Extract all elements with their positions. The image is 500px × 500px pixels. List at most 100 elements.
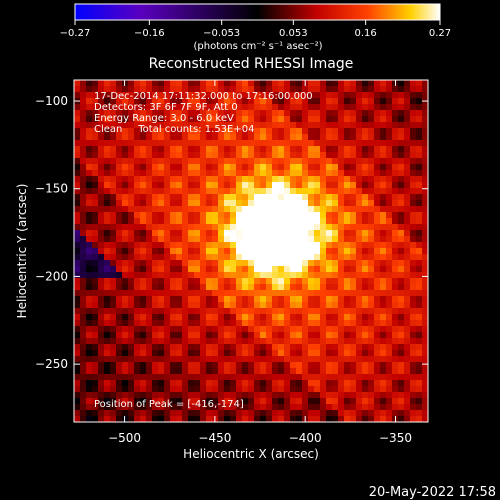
heatmap-cell (146, 410, 153, 417)
heatmap-cell (104, 416, 111, 422)
heatmap-cell (344, 146, 351, 153)
heatmap-cell (296, 290, 303, 297)
heatmap-cell (290, 362, 297, 369)
heatmap-cell (254, 80, 261, 87)
heatmap-cell (170, 128, 177, 135)
heatmap-cell (170, 194, 177, 201)
heatmap-cell (158, 182, 165, 189)
heatmap-cell (104, 194, 111, 201)
heatmap-cell (332, 374, 339, 381)
heatmap-cell (356, 338, 363, 345)
heatmap-cell (134, 386, 141, 393)
heatmap-cell (230, 116, 237, 123)
heatmap-cell (80, 374, 87, 381)
heatmap-cell (278, 254, 285, 261)
heatmap-cell (176, 314, 183, 321)
heatmap-cell (320, 98, 327, 105)
heatmap-cell (92, 206, 99, 213)
heatmap-cell (422, 110, 428, 117)
heatmap-cell (314, 266, 321, 273)
heatmap-cell (212, 170, 219, 177)
heatmap-cell (248, 296, 255, 303)
heatmap-cell (164, 152, 171, 159)
heatmap-cell (266, 242, 273, 249)
heatmap-cell (188, 92, 195, 99)
heatmap-cell (164, 326, 171, 333)
heatmap-cell (200, 212, 207, 219)
heatmap-cell (230, 314, 237, 321)
heatmap-cell (368, 386, 375, 393)
heatmap-cell (122, 134, 129, 141)
heatmap-cell (170, 254, 177, 261)
heatmap-cell (326, 164, 333, 171)
heatmap-cell (290, 206, 297, 213)
heatmap-cell (356, 194, 363, 201)
heatmap-cell (332, 386, 339, 393)
heatmap-cell (224, 206, 231, 213)
heatmap-cell (116, 302, 123, 309)
heatmap-cell (212, 266, 219, 273)
heatmap-cell (320, 374, 327, 381)
heatmap-cell (416, 146, 423, 153)
heatmap-cell (398, 128, 405, 135)
heatmap-cell (398, 242, 405, 249)
heatmap-cell (200, 284, 207, 291)
heatmap-cell (158, 350, 165, 357)
heatmap-cell (242, 386, 249, 393)
heatmap-cell (230, 188, 237, 195)
heatmap-cell (146, 326, 153, 333)
heatmap-cell (398, 104, 405, 111)
x-tick-label: −350 (379, 431, 412, 445)
heatmap-cell (194, 254, 201, 261)
heatmap-cell (86, 86, 93, 93)
heatmap-cell (278, 266, 285, 273)
heatmap-cell (170, 170, 177, 177)
heatmap-cell (182, 92, 189, 99)
heatmap-cell (248, 134, 255, 141)
heatmap-cell (218, 176, 225, 183)
heatmap-cell (236, 290, 243, 297)
heatmap-cell (164, 332, 171, 339)
heatmap-cell (332, 236, 339, 243)
heatmap-cell (368, 236, 375, 243)
heatmap-cell (110, 290, 117, 297)
heatmap-cell (224, 410, 231, 417)
heatmap-cell (176, 326, 183, 333)
heatmap-cell (206, 212, 213, 219)
heatmap-cell (290, 374, 297, 381)
heatmap-cell (410, 302, 417, 309)
heatmap-cell (92, 284, 99, 291)
heatmap-cell (278, 200, 285, 207)
heatmap-cell (290, 224, 297, 231)
heatmap-cell (326, 410, 333, 417)
heatmap-cell (128, 398, 135, 405)
heatmap-cell (332, 296, 339, 303)
heatmap-cell (92, 362, 99, 369)
heatmap-cell (182, 242, 189, 249)
heatmap-cell (218, 86, 225, 93)
heatmap-cell (218, 302, 225, 309)
heatmap-cell (362, 404, 369, 411)
heatmap-cell (236, 308, 243, 315)
heatmap-cell (230, 152, 237, 159)
heatmap-cell (302, 278, 309, 285)
heatmap-cell (242, 290, 249, 297)
heatmap-cell (290, 218, 297, 225)
heatmap-cell (260, 182, 267, 189)
heatmap-cell (290, 242, 297, 249)
heatmap-cell (272, 260, 279, 267)
heatmap-cell (200, 218, 207, 225)
heatmap-cell (110, 308, 117, 315)
heatmap-cell (254, 170, 261, 177)
heatmap-cell (308, 344, 315, 351)
heatmap-cell (248, 326, 255, 333)
heatmap-cell (224, 386, 231, 393)
heatmap-cell (92, 398, 99, 405)
heatmap-cell (344, 122, 351, 129)
heatmap-cell (164, 386, 171, 393)
heatmap-cell (344, 266, 351, 273)
heatmap-cell (314, 164, 321, 171)
heatmap-cell (242, 200, 249, 207)
heatmap-cell (170, 182, 177, 189)
heatmap-cell (362, 284, 369, 291)
